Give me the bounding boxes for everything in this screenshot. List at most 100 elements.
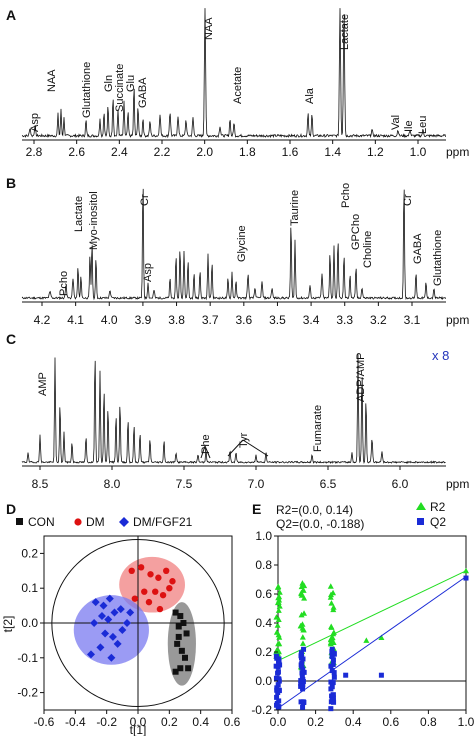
point-r2-65 — [327, 591, 334, 598]
point-q2-65 — [330, 657, 336, 663]
point-dm-fgf21-11 — [123, 619, 132, 627]
point-q2-71 — [330, 680, 336, 686]
panel-a-spectrum — [21, 8, 446, 139]
panel-a: A 2.8 2.6 2.4 2.2 2.0 1.8 1.6 1.4 1.2 1.0 ppm Asp… — [6, 7, 469, 159]
point-dm-10 — [145, 598, 153, 606]
point-r2-19 — [275, 607, 282, 613]
point-r2-69 — [327, 583, 334, 589]
phe-pointer-2 — [204, 445, 211, 459]
label-asp-b: Asp — [142, 263, 154, 282]
point-con-7 — [182, 654, 188, 661]
point-con-8 — [177, 665, 184, 672]
point-q2-69 — [330, 661, 336, 667]
point-r2-78 — [363, 637, 370, 643]
point-r2-12 — [275, 616, 282, 623]
panel-e: E R2=(0.0, 0.14) Q2=(0.0, -0.188) R2 Q2 … — [251, 500, 474, 729]
point-r2-63 — [330, 606, 337, 613]
point-q2-76 — [329, 653, 335, 659]
panel-b-letter: B — [6, 175, 16, 191]
label-adp-amp: ADP/AMP — [355, 352, 367, 402]
label-choline: Choline — [362, 231, 374, 268]
point-r2-49 — [300, 626, 307, 633]
e-ytick-label-1: 0.8 — [255, 558, 272, 572]
label-ile: Ile — [403, 120, 415, 132]
panel-b-tick-label-7: 3.5 — [269, 313, 286, 327]
label-val: Val — [390, 115, 402, 130]
point-q2-9 — [274, 694, 280, 700]
point-dm-12 — [156, 605, 164, 613]
panel-b-tick-label-6: 3.6 — [235, 313, 252, 327]
panel-b-tick-label-2: 4.0 — [101, 313, 118, 327]
legend-dmfgf21-marker — [119, 517, 129, 527]
panel-d-xlabel: t[1] — [130, 723, 147, 736]
point-r2-14 — [276, 589, 283, 595]
panel-d-letter: D — [6, 501, 16, 517]
label-glycine: Glycine — [236, 225, 248, 262]
e-ytick-label-4: 0.2 — [255, 645, 272, 659]
point-r2-18 — [275, 594, 282, 601]
point-dm-3 — [155, 574, 162, 581]
trend-r2 — [277, 570, 467, 662]
point-dm-fgf21-7 — [90, 619, 99, 627]
panel-b-tick-label-5: 3.7 — [202, 313, 219, 327]
point-q2-79 — [378, 672, 384, 678]
panel-c-tick-label-2: 7.5 — [176, 477, 193, 491]
label-acetate: Acetate — [232, 67, 244, 104]
point-dm-7 — [152, 588, 159, 595]
panel-d-ticks: -0.6 -0.4 -0.2 0.0 0.2 0.4 0.6 0.2 0.1 0.0 -0.1 -0.… — [17, 546, 240, 729]
panel-a-unit: ppm — [446, 145, 469, 159]
e-ytick-label-2: 0.6 — [255, 587, 272, 601]
label-gaba: GABA — [137, 77, 149, 108]
point-r2-21 — [274, 599, 281, 606]
panel-b-unit: ppm — [446, 313, 469, 327]
trend-q2 — [277, 576, 467, 709]
point-dm-6 — [141, 588, 148, 595]
point-dm-fgf21-10 — [118, 625, 127, 634]
label-lactate-b: Lactate — [73, 196, 85, 232]
panel-c: C 8.5 8.0 7.5 7.0 6.5 6.0 ppm x 8 AMP Phe Tyr… — [6, 331, 469, 491]
d-ytick-label-1: 0.1 — [21, 581, 38, 595]
point-q2-80 — [463, 575, 469, 581]
label-ala: Ala — [304, 87, 316, 104]
point-q2-17 — [276, 678, 282, 684]
point-q2-46 — [300, 700, 306, 706]
point-q2-43 — [298, 650, 304, 656]
point-dm-fgf21-1 — [99, 601, 108, 610]
label-myo-inositol: Myo-inositol — [88, 191, 100, 250]
label-glutathione-b: Glutathione — [432, 230, 444, 286]
point-q2-77 — [331, 650, 337, 656]
panel-b: B 4.2 4.1 4.0 3.9 3.8 3.7 3.6 3.5 3.4 3.3 3.2 3.1 p… — [6, 175, 469, 327]
panel-c-ticks: 8.5 8.0 7.5 7.0 6.5 6.0 — [32, 466, 409, 491]
panel-a-tick-label-4: 2.0 — [196, 145, 213, 159]
panel-e-ticks: 0.0 0.2 0.4 0.6 0.8 1.01.00.80.60.40.20.0-0.2 — [251, 529, 474, 729]
label-taurine: Taurine — [289, 190, 301, 226]
panel-c-tick-label-3: 7.0 — [248, 477, 265, 491]
panel-b-tick-label-1: 4.1 — [67, 313, 84, 327]
e-xtick-label-2: 0.4 — [345, 715, 362, 729]
d-xtick-label-6: 0.6 — [224, 715, 241, 729]
panel-a-tick-label-2: 2.4 — [111, 145, 128, 159]
point-q2-19 — [276, 698, 282, 704]
point-dm-fgf21-14 — [107, 653, 116, 662]
label-gpcho: GPCho — [350, 214, 362, 250]
panel-b-spectrum — [21, 188, 446, 301]
point-q2-37 — [299, 674, 305, 680]
legend-q2-marker — [417, 518, 424, 525]
point-con-6 — [178, 647, 185, 654]
point-dm-8 — [159, 591, 167, 599]
point-con-2 — [180, 620, 187, 626]
e-xtick-label-3: 0.6 — [382, 715, 399, 729]
e-xtick-label-0: 0.0 — [270, 715, 287, 729]
point-q2-44 — [300, 656, 306, 662]
point-r2-39 — [300, 587, 307, 593]
point-r2-3 — [276, 640, 283, 647]
point-r2-80 — [463, 567, 469, 574]
label-glu: Glu — [125, 75, 137, 92]
panel-a-letter: A — [6, 7, 16, 23]
point-dm-fgf21-2 — [105, 594, 114, 603]
e-xtick-label-1: 0.2 — [307, 715, 324, 729]
panel-c-tick-label-0: 8.5 — [32, 477, 49, 491]
panel-c-tick-label-5: 6.0 — [392, 477, 409, 491]
point-con-1 — [177, 613, 184, 620]
point-q2-48 — [301, 646, 307, 652]
